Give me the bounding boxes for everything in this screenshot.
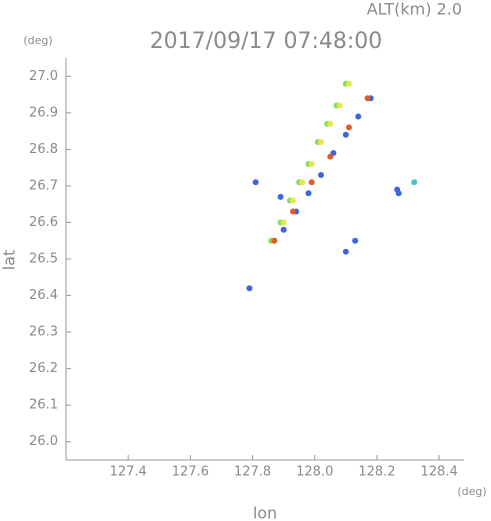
- x-tick-label: 127.8: [234, 465, 271, 480]
- echo-point: [395, 190, 402, 197]
- x-tick-label: 128.0: [296, 465, 333, 480]
- x-tick-label: 127.6: [172, 465, 209, 480]
- echo-point: [342, 131, 349, 138]
- altitude: ALT(km) 2.0: [367, 0, 462, 19]
- echo-point: [299, 179, 306, 186]
- echo-point: [277, 193, 284, 200]
- x-tick-label: 127.4: [110, 465, 147, 480]
- y-tick-label: 26.2: [29, 361, 58, 376]
- echo-point: [355, 113, 362, 120]
- echo-point: [411, 179, 418, 186]
- y-tick-label: 26.0: [29, 434, 58, 449]
- echo-point: [342, 248, 349, 255]
- echo-point: [317, 139, 324, 146]
- echo-point: [345, 124, 352, 131]
- echo-point: [345, 80, 352, 87]
- y-tick-label: 26.6: [29, 215, 58, 230]
- echo-point: [271, 237, 278, 244]
- echo-point: [305, 190, 312, 197]
- x-unit: (deg): [457, 485, 486, 498]
- echo-point: [352, 237, 359, 244]
- y-tick-label: 26.9: [29, 105, 58, 120]
- echo-point: [364, 95, 371, 102]
- y-tick-label: 27.0: [29, 69, 58, 84]
- x-tick-label: 128.2: [358, 465, 395, 480]
- echo-point: [308, 160, 315, 167]
- y-axis-label: lat: [0, 250, 19, 271]
- y-tick-label: 26.7: [29, 178, 58, 193]
- echo-point: [289, 197, 296, 204]
- echo-point: [280, 219, 287, 226]
- echo-point: [317, 171, 324, 178]
- x-axis-label: lon: [253, 504, 277, 521]
- y-tick-label: 26.1: [29, 398, 58, 413]
- y-tick-label: 26.8: [29, 142, 58, 157]
- echo-point: [327, 120, 334, 127]
- y-unit: (deg): [23, 34, 52, 47]
- chart-title: 2017/09/17 07:48:00: [150, 29, 383, 54]
- echo-point: [289, 208, 296, 215]
- echo-point: [252, 179, 259, 186]
- echo-point: [327, 153, 334, 160]
- x-tick-label: 128.4: [421, 465, 458, 480]
- y-tick-label: 26.4: [29, 288, 58, 303]
- y-tick-label: 26.3: [29, 325, 58, 340]
- echo-point: [280, 226, 287, 233]
- echo-point: [246, 285, 253, 292]
- echo-point: [336, 102, 343, 109]
- y-tick-label: 26.5: [29, 252, 58, 267]
- echo-point: [308, 179, 315, 186]
